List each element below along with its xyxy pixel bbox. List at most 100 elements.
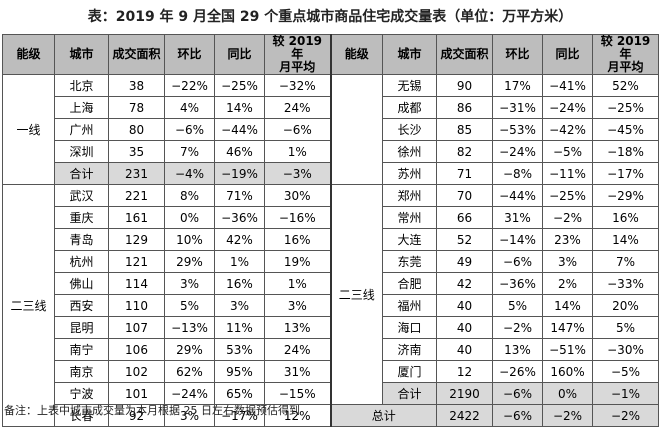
- percent-cell: 2%: [542, 272, 593, 295]
- area-cell: 102: [108, 360, 165, 383]
- percent-cell: 16%: [592, 206, 659, 229]
- percent-cell: 14%: [542, 294, 593, 317]
- table-row: 广州 80 −6% −44% −6% 长沙 85 −53% −42% −45%: [3, 118, 659, 141]
- area-cell: 78: [108, 96, 165, 119]
- percent-cell: −4%: [164, 162, 215, 185]
- percent-cell: −44%: [214, 118, 265, 141]
- table-row: 长春 92 3% −17% 12% 总计 2422 −6% −2% −2%: [3, 404, 659, 427]
- percent-cell: 24%: [264, 338, 331, 361]
- percent-cell: 71%: [214, 184, 265, 207]
- percent-cell: 4%: [164, 96, 215, 119]
- percent-cell: −14%: [492, 228, 543, 251]
- percent-cell: −6%: [492, 404, 543, 427]
- percent-cell: 46%: [214, 140, 265, 163]
- table-row: 宁波 101 −24% 65% −15% 合计 2190 −6% 0% −1%: [3, 382, 659, 405]
- percent-cell: −6%: [492, 382, 543, 405]
- percent-cell: −41%: [542, 74, 593, 97]
- percent-cell: 16%: [264, 228, 331, 251]
- area-cell: 90: [436, 74, 493, 97]
- percent-cell: −2%: [542, 206, 593, 229]
- city-cell: 武汉: [54, 184, 109, 207]
- city-cell: 无锡: [382, 74, 437, 97]
- header-yoy: 同比: [214, 34, 265, 75]
- percent-cell: 17%: [492, 74, 543, 97]
- percent-cell: −3%: [264, 162, 331, 185]
- header-yoy: 同比: [542, 34, 593, 75]
- percent-cell: −2%: [492, 316, 543, 339]
- table-row: 杭州 121 29% 1% 19% 东莞 49 −6% 3% 7%: [3, 250, 659, 273]
- city-cell: 上海: [54, 96, 109, 119]
- tier-label: [329, 74, 383, 185]
- percent-cell: −25%: [592, 96, 659, 119]
- area-cell: 40: [436, 294, 493, 317]
- area-cell: 107: [108, 316, 165, 339]
- city-cell: 总计: [329, 404, 437, 427]
- percent-cell: −6%: [264, 118, 331, 141]
- area-cell: 86: [436, 96, 493, 119]
- area-cell: 2190: [436, 382, 493, 405]
- table-row: 深圳 35 7% 46% 1% 徐州 82 −24% −5% −18%: [3, 140, 659, 163]
- table-row: 重庆 161 0% −36% −16% 常州 66 31% −2% 16%: [3, 206, 659, 229]
- city-cell: 成都: [382, 96, 437, 119]
- area-cell: 35: [108, 140, 165, 163]
- city-cell: 杭州: [54, 250, 109, 273]
- header-vs-avg: 较 2019 年 月平均: [264, 34, 331, 75]
- percent-cell: −22%: [164, 74, 215, 97]
- percent-cell: −24%: [542, 96, 593, 119]
- city-cell: 济南: [382, 338, 437, 361]
- percent-cell: 30%: [264, 184, 331, 207]
- percent-cell: −1%: [592, 382, 659, 405]
- percent-cell: 31%: [492, 206, 543, 229]
- percent-cell: 24%: [264, 96, 331, 119]
- percent-cell: 52%: [592, 74, 659, 97]
- percent-cell: −53%: [492, 118, 543, 141]
- city-cell: 苏州: [382, 162, 437, 185]
- tier-label: 二三线: [2, 184, 55, 427]
- area-cell: 42: [436, 272, 493, 295]
- percent-cell: 16%: [214, 272, 265, 295]
- percent-cell: −6%: [492, 250, 543, 273]
- percent-cell: −31%: [492, 96, 543, 119]
- percent-cell: −36%: [214, 206, 265, 229]
- area-cell: 82: [436, 140, 493, 163]
- percent-cell: 1%: [264, 272, 331, 295]
- table-title: 表：2019 年 9 月全国 29 个重点城市商品住宅成交量表（单位：万平方米）: [87, 9, 573, 25]
- area-cell: 49: [436, 250, 493, 273]
- area-cell: 114: [108, 272, 165, 295]
- percent-cell: 29%: [164, 250, 215, 273]
- area-cell: 110: [108, 294, 165, 317]
- area-cell: 129: [108, 228, 165, 251]
- city-cell: 广州: [54, 118, 109, 141]
- area-cell: 221: [108, 184, 165, 207]
- table-row: 西安 110 5% 3% 3% 福州 40 5% 14% 20%: [3, 294, 659, 317]
- percent-cell: 0%: [542, 382, 593, 405]
- percent-cell: 0%: [164, 206, 215, 229]
- percent-cell: −42%: [542, 118, 593, 141]
- percent-cell: 53%: [214, 338, 265, 361]
- table-row: 昆明 107 −13% 11% 13% 海口 40 −2% 147% 5%: [3, 316, 659, 339]
- city-cell: 合计: [382, 382, 437, 405]
- percent-cell: −36%: [492, 272, 543, 295]
- city-cell: 海口: [382, 316, 437, 339]
- percent-cell: 3%: [264, 294, 331, 317]
- footnote: 备注：上表中城市成交量为本月根据 25 日左右数据预估得到: [4, 404, 300, 417]
- area-cell: 38: [108, 74, 165, 97]
- header-mom: 环比: [164, 34, 215, 75]
- area-cell: 71: [436, 162, 493, 185]
- percent-cell: −5%: [592, 360, 659, 383]
- percent-cell: 160%: [542, 360, 593, 383]
- city-cell: 北京: [54, 74, 109, 97]
- table-row: 二三线 武汉 221 8% 71% 30% 二三线 郑州 70 −44% −25% −29%: [2, 184, 659, 427]
- table-row: 佛山 114 3% 16% 1% 合肥 42 −36% 2% −33%: [3, 272, 659, 295]
- percent-cell: −30%: [592, 338, 659, 361]
- percent-cell: 13%: [492, 338, 543, 361]
- percent-cell: 14%: [592, 228, 659, 251]
- city-cell: 深圳: [54, 140, 109, 163]
- city-cell: 青岛: [54, 228, 109, 251]
- percent-cell: 1%: [264, 140, 331, 163]
- percent-cell: −26%: [492, 360, 543, 383]
- header-tier: 能级: [329, 34, 383, 75]
- percent-cell: 3%: [214, 294, 265, 317]
- percent-cell: 5%: [492, 294, 543, 317]
- table-row: 南宁 106 29% 53% 24% 济南 40 13% −51% −30%: [3, 338, 659, 361]
